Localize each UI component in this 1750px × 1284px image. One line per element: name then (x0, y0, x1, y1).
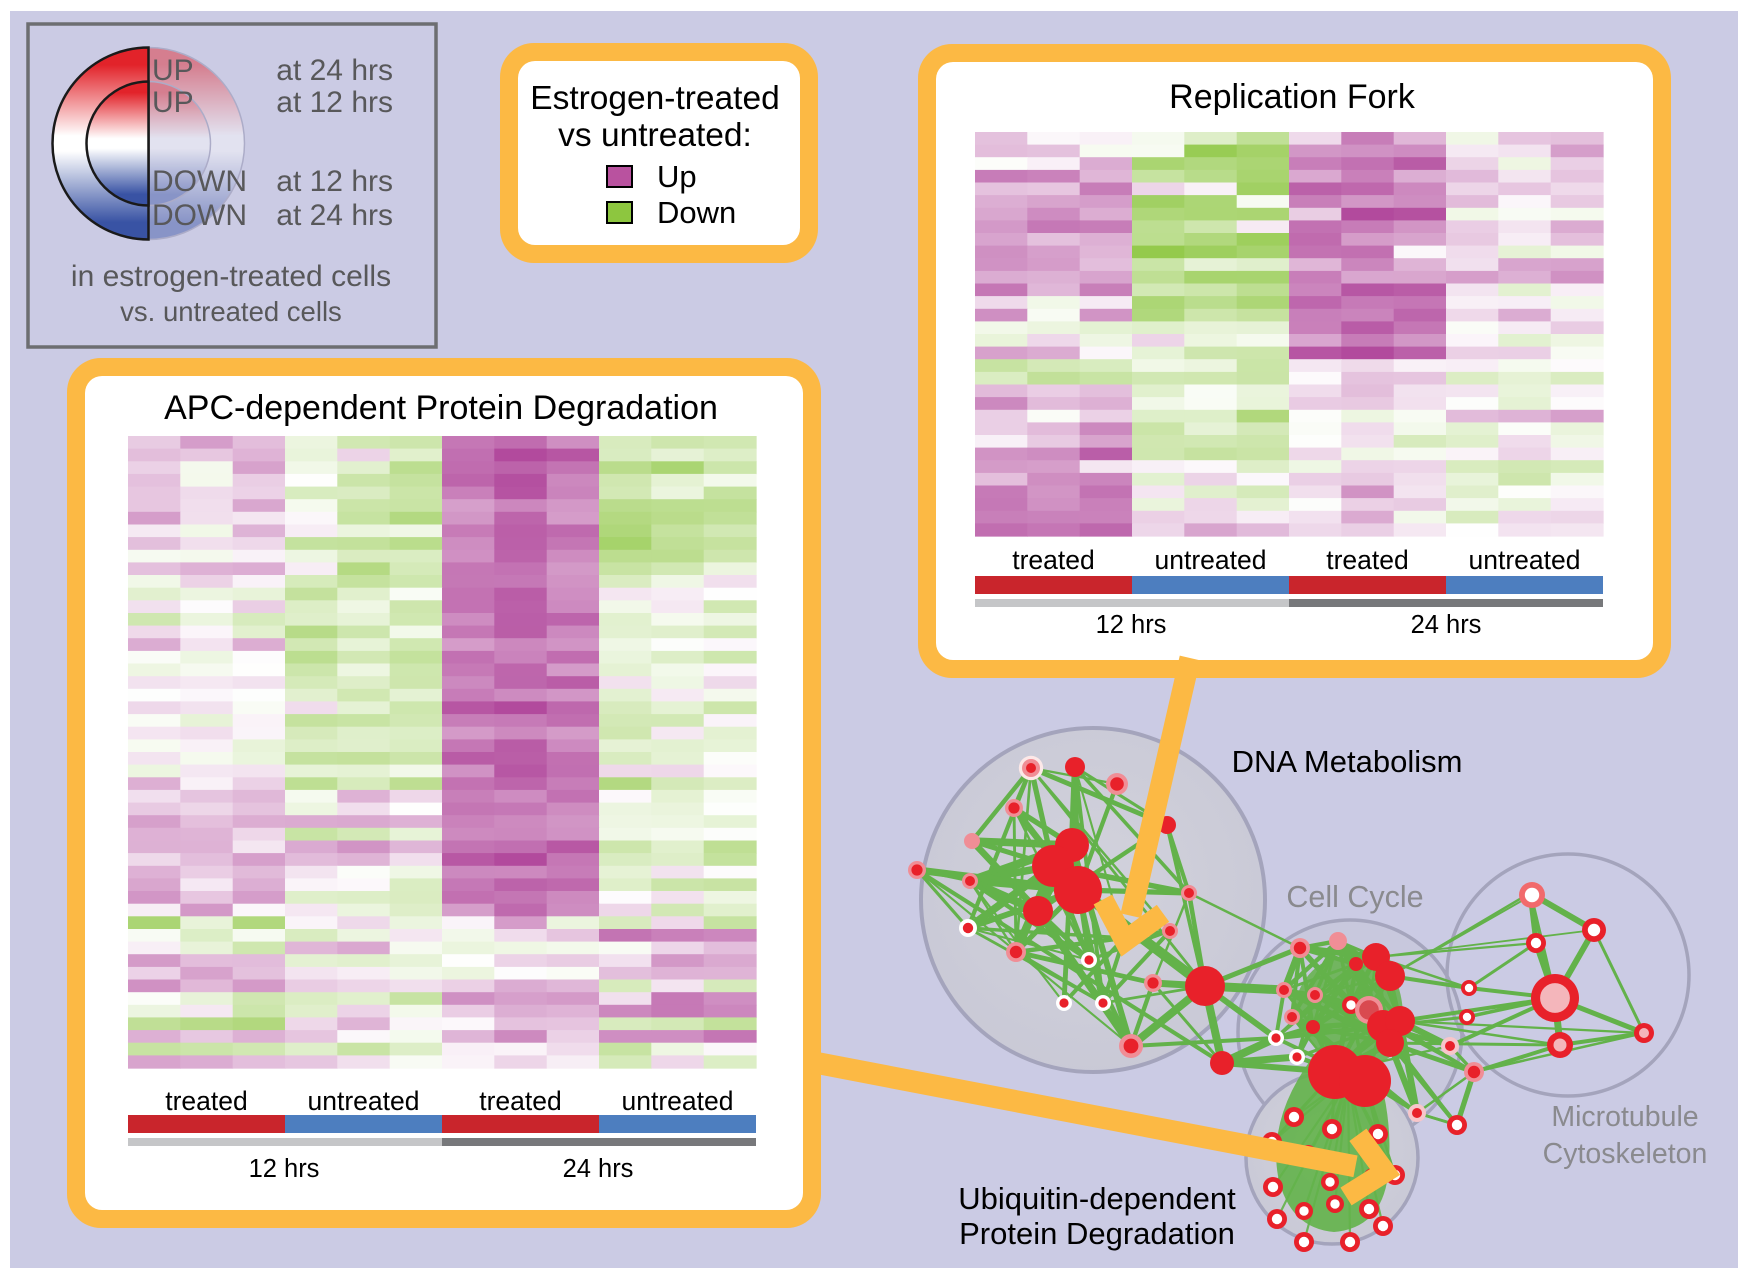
svg-text:Down: Down (657, 195, 736, 230)
svg-text:24 hrs: 24 hrs (563, 1155, 634, 1183)
svg-text:treated: treated (1326, 545, 1409, 575)
svg-text:untreated: untreated (308, 1086, 420, 1116)
svg-text:Up: Up (657, 159, 697, 194)
svg-text:UP: UP (152, 54, 194, 87)
svg-text:24 hrs: 24 hrs (1411, 611, 1482, 639)
svg-text:12 hrs: 12 hrs (1096, 611, 1167, 639)
svg-text:DNA Metabolism: DNA Metabolism (1232, 744, 1463, 779)
svg-text:vs. untreated cells: vs. untreated cells (120, 296, 342, 327)
svg-text:Cytoskeleton: Cytoskeleton (1543, 1138, 1708, 1170)
svg-text:untreated: untreated (1469, 545, 1581, 575)
svg-text:Ubiquitin-dependent: Ubiquitin-dependent (958, 1181, 1236, 1216)
svg-text:treated: treated (479, 1086, 562, 1116)
svg-text:Cell Cycle: Cell Cycle (1286, 880, 1423, 914)
svg-text:Microtubule: Microtubule (1551, 1101, 1698, 1133)
svg-text:DOWN: DOWN (152, 199, 247, 232)
svg-text:APC-dependent Protein Degradat: APC-dependent Protein Degradation (164, 389, 718, 427)
svg-text:untreated: untreated (622, 1086, 734, 1116)
svg-text:DOWN: DOWN (152, 165, 247, 198)
svg-text:UP: UP (152, 86, 194, 119)
svg-text:at 24 hrs: at 24 hrs (276, 199, 393, 232)
svg-text:vs untreated:: vs untreated: (558, 117, 752, 154)
svg-text:12 hrs: 12 hrs (249, 1155, 320, 1183)
svg-text:in estrogen-treated cells: in estrogen-treated cells (71, 260, 391, 293)
svg-text:Estrogen-treated: Estrogen-treated (530, 80, 780, 117)
svg-text:untreated: untreated (1155, 545, 1267, 575)
svg-text:Replication Fork: Replication Fork (1169, 78, 1416, 116)
svg-text:Protein Degradation: Protein Degradation (959, 1216, 1235, 1251)
svg-text:at 24 hrs: at 24 hrs (276, 54, 393, 87)
svg-text:treated: treated (1012, 545, 1095, 575)
svg-text:at 12 hrs: at 12 hrs (276, 165, 393, 198)
svg-text:at 12 hrs: at 12 hrs (276, 86, 393, 119)
svg-text:treated: treated (165, 1086, 248, 1116)
